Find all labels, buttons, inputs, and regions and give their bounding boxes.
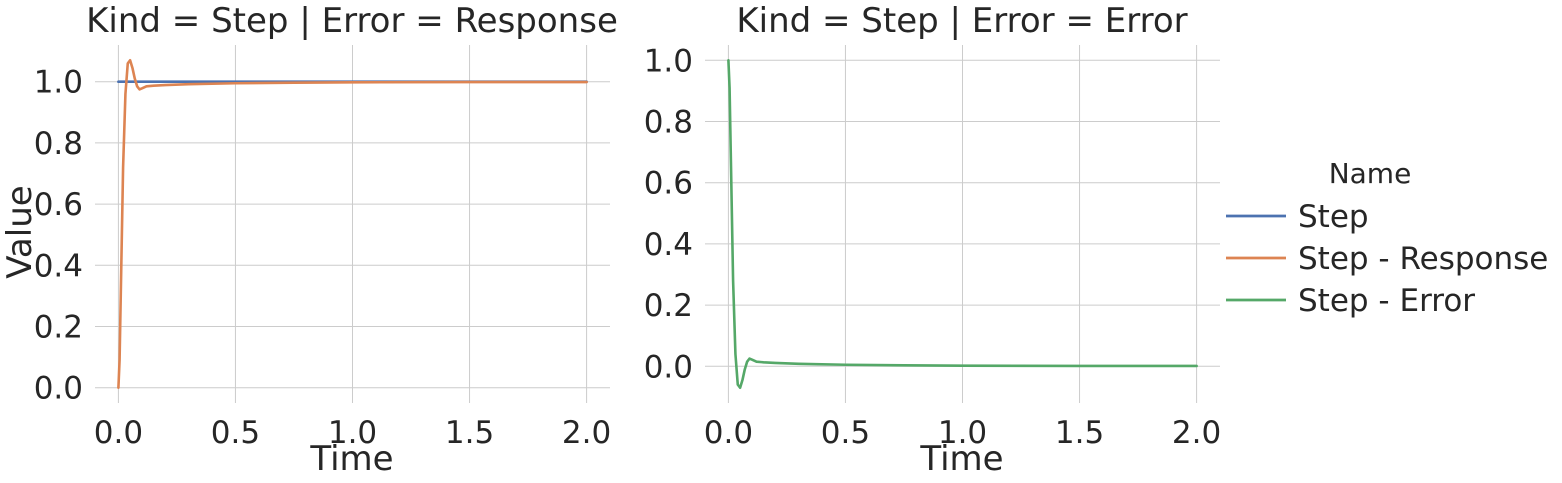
series-line-step-error	[727, 58, 1198, 390]
legend: Name Step Step - Response Step - Error	[1226, 157, 1548, 319]
y-axis-label: Value	[0, 185, 40, 278]
x-tick-label: 0.5	[211, 415, 260, 451]
panel-response: 0.0 0.5 1.0 1.5 2.0 0.0 0.2 0.4 0.6 0.8 1.0 Kind =…	[0, 1, 618, 479]
x-tick-label: 2.0	[562, 415, 611, 451]
y-tick-label: 0.6	[644, 166, 693, 202]
y-tick-label: 1.0	[34, 65, 83, 101]
y-tick-label: 0.0	[644, 349, 693, 385]
y-tick-label: 0.0	[34, 371, 83, 407]
x-tick-label: 2.0	[1172, 415, 1221, 451]
legend-label-step-response: Step - Response	[1298, 241, 1548, 277]
panel-error: 0.0 0.5 1.0 1.5 2.0 0.0 0.2 0.4 0.6 0.8 1.0 Kind =…	[644, 1, 1222, 479]
x-tick-label: 0.0	[94, 415, 143, 451]
x-tick-label: 1.5	[445, 415, 494, 451]
legend-label-step: Step	[1298, 199, 1369, 235]
series-line-step-response	[117, 58, 588, 390]
x-tick-label: 1.5	[1055, 415, 1104, 451]
y-tick-label: 0.2	[34, 310, 83, 346]
legend-label-step-error: Step - Error	[1298, 283, 1475, 319]
y-tick-label: 0.4	[644, 227, 693, 263]
x-tick-label: 1.0	[328, 415, 377, 451]
x-axis-label: Time	[919, 439, 1003, 479]
y-tick-label: 0.4	[34, 248, 83, 284]
x-tick-label: 1.0	[938, 415, 987, 451]
panel-title: Kind = Step | Error = Response	[86, 1, 618, 41]
x-axis-label: Time	[309, 439, 393, 479]
y-tick-label: 0.6	[34, 187, 83, 223]
y-tick-label: 0.8	[644, 104, 693, 140]
y-tick-label: 1.0	[644, 43, 693, 79]
legend-title: Name	[1329, 157, 1412, 190]
y-tick-label: 0.8	[34, 126, 83, 162]
x-tick-label: 0.5	[821, 415, 870, 451]
panel-title: Kind = Step | Error = Error	[736, 1, 1187, 41]
y-tick-label: 0.2	[644, 288, 693, 324]
x-tick-label: 0.0	[704, 415, 753, 451]
